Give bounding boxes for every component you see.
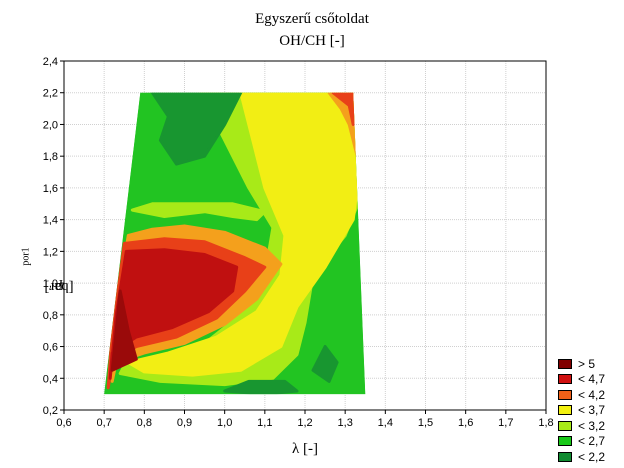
y-tick-label: 1,8 xyxy=(43,151,58,163)
legend-label: < 2,2 xyxy=(578,449,606,464)
contour-region xyxy=(150,92,243,166)
contour-region xyxy=(110,289,138,372)
x-tick-label: 1,4 xyxy=(378,417,393,429)
legend-swatch xyxy=(558,451,572,462)
legend-label: < 3,2 xyxy=(578,418,606,433)
x-tick-label: 0,9 xyxy=(177,417,192,429)
legend-label: > 5 xyxy=(578,356,596,371)
y-tick-label: 0,8 xyxy=(43,310,58,322)
x-tick-label: 1,8 xyxy=(538,417,553,429)
legend-item: < 4,2 xyxy=(558,387,622,403)
x-tick-label: 0,6 xyxy=(56,417,71,429)
x-tick-label: 1,7 xyxy=(498,417,513,429)
y-tick-label: 0,4 xyxy=(43,373,58,385)
legend-item: < 2,7 xyxy=(558,434,622,450)
contour-region xyxy=(130,202,267,222)
x-tick-label: 1,2 xyxy=(297,417,312,429)
legend: > 5 < 4,7 < 4,2 < 3,7 < 3,2 < 2,7 < 2,2 xyxy=(558,356,622,465)
legend-label: < 4,7 xyxy=(578,372,606,387)
legend-label: < 4,2 xyxy=(578,387,606,402)
legend-label: < 2,7 xyxy=(578,434,606,449)
y-tick-label: 0,2 xyxy=(43,405,58,417)
y-tick-label: 2,0 xyxy=(43,119,58,131)
x-tick-label: 1,6 xyxy=(458,417,473,429)
contour-fill-group xyxy=(104,92,366,395)
contour-region xyxy=(331,92,359,126)
y-tick-label: 1,4 xyxy=(43,215,58,227)
legend-item: < 3,2 xyxy=(558,418,622,434)
x-axis: 0,6 0,7 0,8 0,9 1,0 1,1 1,2 1,3 1,4 1,5 1,6 1,7 1,8 xyxy=(56,410,554,429)
legend-item: < 2,2 xyxy=(558,449,622,465)
legend-swatch xyxy=(558,374,572,385)
legend-item: < 3,7 xyxy=(558,403,622,419)
legend-label: < 3,7 xyxy=(578,403,606,418)
y-tick-label: 0,6 xyxy=(43,342,58,354)
legend-item: > 5 xyxy=(558,356,622,372)
contour-region xyxy=(311,345,339,383)
y-tick-label: 2,2 xyxy=(43,88,58,100)
legend-item: < 4,7 xyxy=(558,372,622,388)
legend-swatch xyxy=(558,436,572,447)
y-axis-label: p por1 [bar] xyxy=(2,209,74,309)
legend-swatch xyxy=(558,389,572,400)
y-tick-label: 1,0 xyxy=(43,278,58,290)
x-axis-label: λ [-] xyxy=(291,441,318,457)
x-tick-label: 0,7 xyxy=(97,417,112,429)
chart-title: Egyszerű csőtoldat xyxy=(255,11,369,27)
y-axis-label-unit: [bar] xyxy=(44,279,74,295)
y-tick-label: 2,4 xyxy=(43,56,58,68)
legend-swatch xyxy=(558,358,572,369)
x-tick-label: 0,8 xyxy=(137,417,152,429)
x-tick-label: 1,1 xyxy=(257,417,272,429)
x-tick-label: 1,3 xyxy=(338,417,353,429)
y-tick-label: 1,6 xyxy=(43,183,58,195)
y-axis-label-sub: por1 xyxy=(20,247,32,266)
x-tick-label: 1,0 xyxy=(217,417,232,429)
y-tick-label: 1,2 xyxy=(43,246,58,258)
contour-region xyxy=(223,379,299,395)
legend-swatch xyxy=(558,405,572,416)
chart-subtitle: OH/CH [-] xyxy=(279,33,345,49)
y-axis: 0,2 0,4 0,6 0,8 1,0 1,2 1,4 1,6 1,8 2,0 2,2 2,4 xyxy=(43,56,64,417)
legend-swatch xyxy=(558,420,572,431)
contour-region xyxy=(126,92,363,377)
contour-regions xyxy=(104,92,366,395)
x-tick-label: 1,5 xyxy=(418,417,433,429)
